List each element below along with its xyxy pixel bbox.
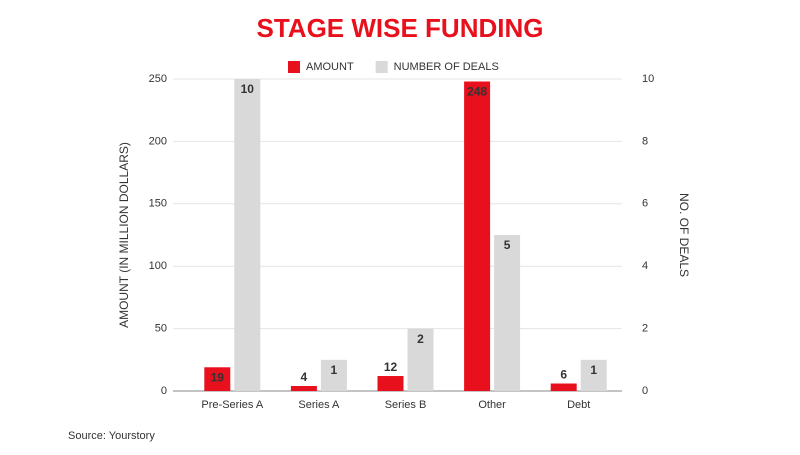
y2-axis-label: NO. OF DEALS — [677, 193, 691, 277]
data-label: 6 — [560, 368, 567, 382]
x-tick-label: Debt — [567, 399, 590, 411]
bar — [407, 328, 434, 391]
data-label: 10 — [241, 82, 255, 96]
x-tick-label: Series A — [298, 399, 340, 411]
y2-tick-label: 0 — [642, 385, 648, 397]
data-label: 12 — [384, 360, 398, 374]
y-tick-label: 100 — [149, 260, 167, 272]
bar — [377, 376, 404, 391]
bar — [580, 359, 607, 391]
legend-label: NUMBER OF DEALS — [394, 61, 499, 73]
bar — [550, 383, 577, 391]
y2-tick-label: 4 — [642, 260, 648, 272]
data-label: 4 — [301, 370, 308, 384]
y-tick-label: 50 — [155, 323, 167, 335]
x-tick-label: Pre-Series A — [201, 399, 263, 411]
bar — [320, 359, 347, 391]
source-note: Source: Yourstory — [68, 430, 155, 442]
bar — [234, 79, 261, 391]
data-label: 248 — [467, 85, 487, 99]
data-label: 2 — [417, 332, 424, 346]
y2-tick-label: 2 — [642, 323, 648, 335]
x-tick-label: Other — [478, 399, 506, 411]
y2-tick-label: 8 — [642, 135, 648, 147]
y-tick-label: 150 — [149, 198, 167, 210]
bar — [290, 386, 317, 391]
y-tick-label: 0 — [161, 385, 167, 397]
data-label: 5 — [504, 238, 511, 252]
bar — [204, 367, 231, 391]
bar — [494, 235, 521, 391]
y-axis-label: AMOUNT (IN MILLION DOLLARS) — [117, 142, 131, 328]
legend-swatch — [375, 61, 388, 73]
legend-label: AMOUNT — [306, 61, 354, 73]
x-tick-label: Series B — [385, 399, 427, 411]
y-tick-label: 200 — [149, 135, 167, 147]
data-label: 1 — [331, 363, 338, 377]
y2-tick-label: 6 — [642, 198, 648, 210]
data-label: 19 — [211, 370, 225, 384]
chart-title: STAGE WISE FUNDING — [257, 13, 544, 43]
data-label: 1 — [590, 363, 597, 377]
legend-swatch — [288, 61, 300, 73]
bar — [464, 81, 491, 391]
y-tick-label: 250 — [149, 73, 167, 85]
y2-tick-label: 10 — [642, 73, 654, 85]
